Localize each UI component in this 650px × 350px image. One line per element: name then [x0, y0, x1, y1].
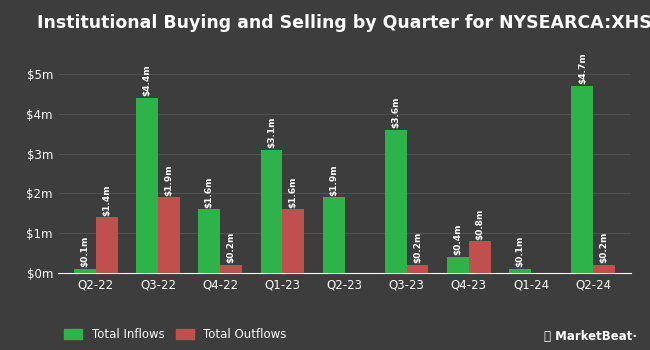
- Bar: [220, 265, 242, 273]
- Bar: [593, 265, 615, 273]
- Legend: Total Inflows, Total Outflows: Total Inflows, Total Outflows: [64, 328, 287, 341]
- Bar: [509, 269, 531, 273]
- Text: $3.6m: $3.6m: [391, 97, 400, 128]
- Text: $0.2m: $0.2m: [227, 232, 235, 264]
- Bar: [158, 197, 180, 273]
- Text: $1.4m: $1.4m: [102, 184, 111, 216]
- Text: $0.1m: $0.1m: [515, 236, 525, 267]
- Bar: [447, 257, 469, 273]
- Text: $4.7m: $4.7m: [578, 52, 587, 84]
- Bar: [407, 265, 428, 273]
- Text: $0.8m: $0.8m: [475, 208, 484, 239]
- Text: $0.2m: $0.2m: [599, 232, 608, 264]
- Bar: [323, 197, 345, 273]
- Text: $0.2m: $0.2m: [413, 232, 422, 264]
- Bar: [282, 209, 304, 273]
- Text: ⫿ MarketBeat·: ⫿ MarketBeat·: [544, 330, 637, 343]
- Text: $1.6m: $1.6m: [289, 176, 298, 208]
- Bar: [469, 241, 491, 273]
- Text: $1.9m: $1.9m: [164, 164, 174, 196]
- Bar: [74, 269, 96, 273]
- Bar: [96, 217, 118, 273]
- Text: $1.6m: $1.6m: [205, 176, 214, 208]
- Text: $3.1m: $3.1m: [267, 117, 276, 148]
- Bar: [385, 130, 407, 273]
- Text: $1.9m: $1.9m: [329, 164, 338, 196]
- Bar: [198, 209, 220, 273]
- Bar: [571, 86, 593, 273]
- Bar: [136, 98, 158, 273]
- Bar: [261, 149, 282, 273]
- Title: Institutional Buying and Selling by Quarter for NYSEARCA:XHS: Institutional Buying and Selling by Quar…: [37, 14, 650, 32]
- Text: $4.4m: $4.4m: [142, 64, 151, 96]
- Text: $0.1m: $0.1m: [81, 236, 90, 267]
- Text: $0.4m: $0.4m: [454, 224, 462, 256]
